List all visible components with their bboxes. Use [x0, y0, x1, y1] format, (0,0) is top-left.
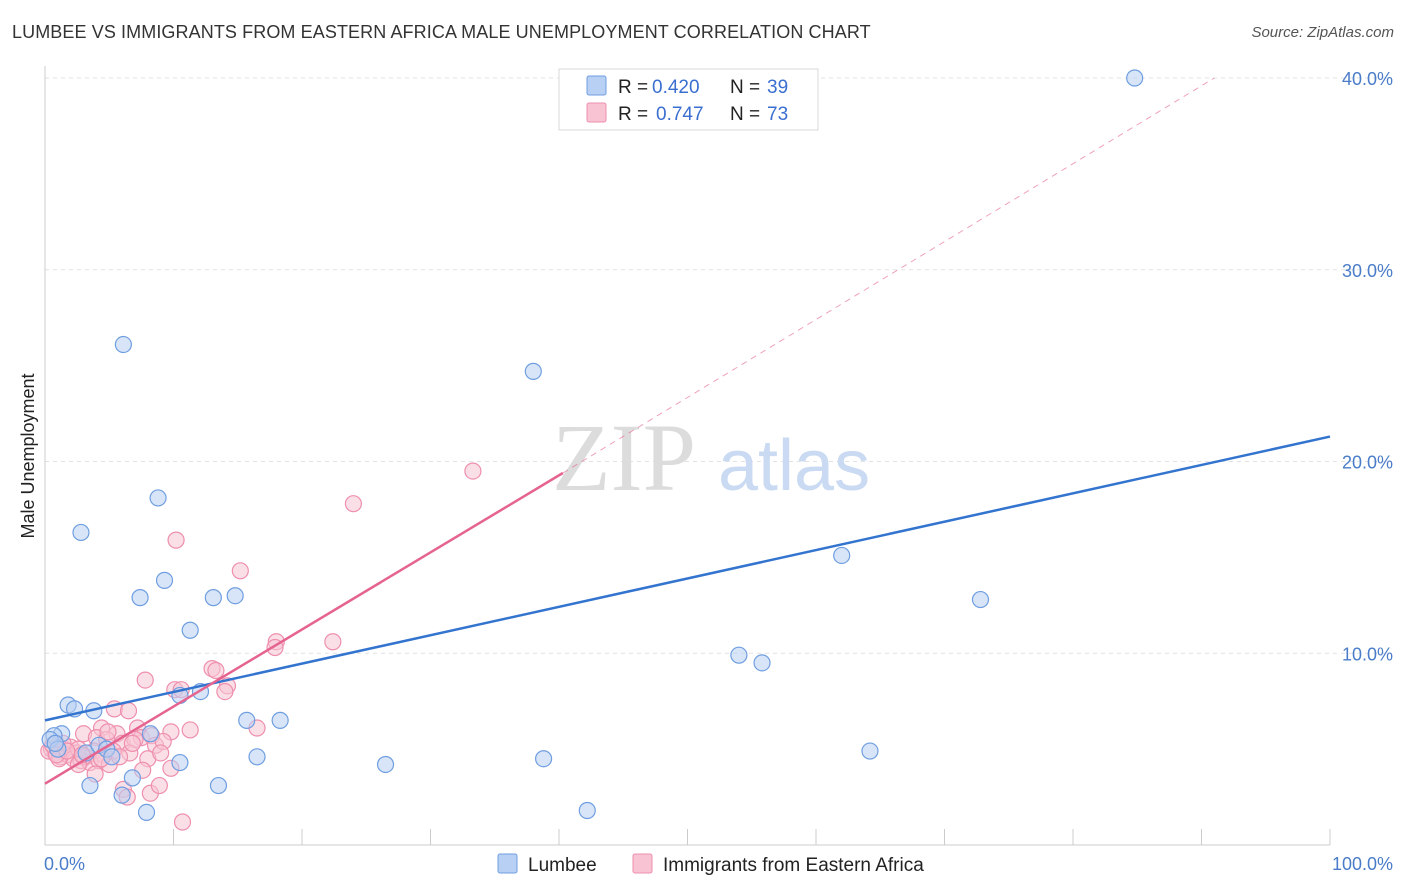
lumbee-point — [149, 489, 167, 507]
y-tick-label: 30.0% — [1342, 261, 1393, 281]
lumbee-point — [137, 803, 156, 822]
stats-n-label-eastern-africa: N = — [730, 104, 760, 125]
eastern-africa-point — [181, 721, 199, 739]
stats-r-label-lumbee: R = — [618, 77, 648, 98]
lumbee-point — [271, 711, 289, 729]
lumbee-point — [114, 335, 132, 354]
eastern-africa-point — [231, 562, 249, 580]
watermark: ZIP atlas — [552, 404, 870, 511]
lumbee-point — [861, 742, 879, 760]
legend: Lumbee Immigrants from Eastern Africa — [497, 853, 924, 876]
x-tick-labels: 0.0% 100.0% — [44, 854, 1393, 874]
y-tick-label: 10.0% — [1342, 644, 1393, 664]
stats-n-value-eastern-africa: 73 — [767, 104, 788, 125]
lumbee-point — [113, 786, 131, 804]
stats-n-value-lumbee: 39 — [767, 77, 788, 98]
eastern-africa-point — [173, 813, 192, 831]
lumbee-point — [833, 546, 851, 565]
lumbee-point — [248, 748, 266, 766]
legend-label-lumbee: Lumbee — [528, 855, 597, 876]
lumbee-trendline — [44, 435, 1331, 722]
stats-r-value-lumbee: 0.420 — [652, 77, 700, 98]
eastern-africa-point — [324, 633, 342, 651]
eastern-africa-point — [119, 702, 138, 720]
lumbee-point — [123, 769, 141, 787]
legend-swatch-eastern-africa — [632, 853, 653, 874]
x-tick-label-min: 0.0% — [44, 854, 85, 874]
lumbee-point — [971, 590, 990, 609]
source-credit: Source: ZipAtlas.com — [1251, 24, 1394, 41]
lumbee-point — [1126, 69, 1144, 87]
lumbee-point — [46, 734, 64, 752]
eastern-africa-point — [344, 495, 362, 513]
x-tick-label-max: 100.0% — [1332, 854, 1393, 874]
legend-swatch-lumbee — [497, 853, 518, 874]
eastern-africa-point — [464, 462, 482, 480]
y-tick-label: 40.0% — [1342, 69, 1393, 89]
eastern-africa-point — [150, 776, 168, 795]
y-tick-labels: 10.0% 20.0% 30.0% 40.0% — [1342, 69, 1393, 664]
trendlines — [44, 77, 1331, 785]
lumbee-point — [209, 776, 228, 795]
lumbee-point — [103, 748, 121, 766]
chart-title: LUMBEE VS IMMIGRANTS FROM EASTERN AFRICA… — [12, 22, 871, 42]
lumbee-point — [730, 646, 748, 664]
lumbee-point — [141, 725, 159, 743]
stats-r-value-eastern-africa: 0.747 — [656, 104, 704, 125]
y-tick-label: 20.0% — [1342, 453, 1393, 473]
eastern-africa-trendline-extension — [562, 77, 1215, 474]
lumbee-point — [376, 755, 395, 774]
series-lumbee-points — [41, 69, 1144, 822]
series-eastern-africa-points — [40, 462, 482, 831]
axes — [44, 66, 1331, 846]
y-axis-title: Male Unemployment — [18, 373, 38, 538]
stats-swatch-lumbee — [586, 75, 607, 96]
lumbee-point — [81, 776, 99, 795]
eastern-africa-point — [167, 531, 185, 549]
lumbee-point — [155, 571, 174, 589]
stats-n-label-lumbee: N = — [730, 77, 760, 98]
eastern-africa-point — [152, 744, 170, 762]
stats-swatch-eastern-africa — [586, 102, 607, 123]
lumbee-point — [534, 750, 553, 768]
lumbee-point — [181, 621, 199, 639]
watermark-zip: ZIP — [552, 404, 696, 511]
watermark-atlas: atlas — [718, 426, 870, 506]
lumbee-point — [72, 523, 90, 542]
lumbee-point — [753, 654, 771, 672]
eastern-africa-point — [123, 734, 141, 752]
stats-r-label-eastern-africa: R = — [618, 104, 648, 125]
lumbee-point — [204, 589, 222, 607]
lumbee-point — [131, 589, 149, 607]
eastern-africa-point — [216, 682, 234, 701]
eastern-africa-point — [99, 723, 117, 741]
lumbee-point — [171, 753, 189, 772]
lumbee-point — [578, 801, 596, 820]
lumbee-point — [524, 362, 542, 380]
lumbee-point — [238, 711, 256, 729]
legend-label-eastern-africa: Immigrants from Eastern Africa — [663, 855, 924, 876]
eastern-africa-point — [136, 671, 154, 689]
eastern-africa-point — [207, 661, 225, 680]
eastern-africa-trendline — [44, 471, 564, 785]
lumbee-point — [226, 587, 244, 605]
stats-box: R = 0.420 N = 39 R = 0.747 N = 73 — [558, 68, 819, 131]
